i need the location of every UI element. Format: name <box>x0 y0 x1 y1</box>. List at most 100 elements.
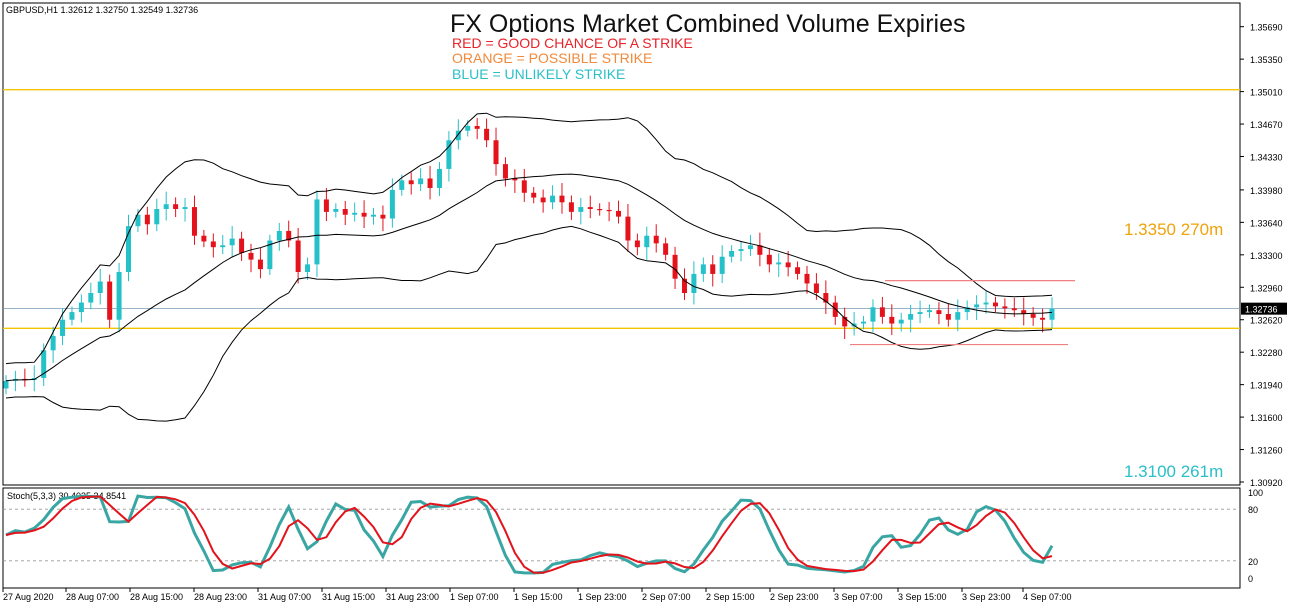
bull-candle <box>465 125 471 131</box>
bull-candle <box>776 262 782 265</box>
bull-candle <box>1049 308 1055 320</box>
bear-candle <box>681 278 687 293</box>
bear-candle <box>672 254 678 279</box>
bull-candle <box>719 256 725 274</box>
stoch-header: Stoch(5,3,3) 30.4035 34.8541 <box>7 491 126 501</box>
bollinger-upper-band <box>5 112 1053 365</box>
bull-candle <box>229 238 235 246</box>
bull-candle <box>747 245 753 250</box>
y-tick-label: 1.31260 <box>1250 446 1283 456</box>
bear-candle <box>408 180 414 185</box>
bull-candle <box>97 281 103 293</box>
bear-candle <box>257 259 263 270</box>
bull-candle <box>455 130 461 141</box>
bull-candle <box>917 312 923 314</box>
bull-candle <box>333 209 339 212</box>
y-tick-label: 1.35010 <box>1250 88 1283 98</box>
bull-candle <box>870 307 876 322</box>
bear-candle <box>484 128 490 141</box>
stoch-signal-line <box>5 495 1053 574</box>
current-price-box <box>1241 302 1287 315</box>
x-tick-label: 1 Sep 23:00 <box>578 592 627 602</box>
y-tick-label: 1.32280 <box>1250 348 1283 358</box>
bear-candle <box>992 302 998 307</box>
y-tick-label: 1.34670 <box>1250 120 1283 130</box>
bull-candle <box>389 189 395 219</box>
bear-candle <box>813 283 819 293</box>
annotation-orange: 1.3350 270m <box>1124 220 1223 239</box>
bear-candle <box>804 273 810 284</box>
y-tick-label: 1.33980 <box>1250 186 1283 196</box>
bear-candle <box>502 164 508 179</box>
current-price-label: 1.32736 <box>1245 305 1278 315</box>
annotation-blue: 1.3100 261m <box>1124 462 1223 481</box>
stoch-scale-label: 100 <box>1248 488 1263 498</box>
bear-candle <box>663 243 669 255</box>
bear-candle <box>823 293 829 303</box>
bear-candle <box>653 235 659 244</box>
bear-candle <box>540 197 546 203</box>
y-tick-label: 1.30920 <box>1250 478 1283 488</box>
bear-candle <box>616 210 622 217</box>
bear-candle <box>144 214 150 225</box>
bear-candle <box>361 212 367 217</box>
x-tick-label: 1 Sep 07:00 <box>450 592 499 602</box>
bear-candle <box>210 241 216 248</box>
stoch-scale-label: 80 <box>1248 505 1258 515</box>
bear-candle <box>107 281 113 320</box>
bear-candle <box>521 180 527 193</box>
y-tick-label: 1.33300 <box>1250 251 1283 261</box>
bear-candle <box>1011 308 1017 311</box>
bear-candle <box>191 207 197 236</box>
bull-candle <box>41 350 47 378</box>
legend-line-1: ORANGE = POSSIBLE STRIKE <box>452 50 652 66</box>
bear-candle <box>945 314 951 320</box>
bear-candle <box>474 125 480 129</box>
bull-candle <box>446 140 452 169</box>
bull-candle <box>50 335 56 351</box>
bull-candle <box>305 264 311 272</box>
x-tick-label: 31 Aug 23:00 <box>386 592 439 602</box>
x-tick-label: 31 Aug 07:00 <box>258 592 311 602</box>
bull-candle <box>550 195 556 203</box>
bear-candle <box>625 216 631 241</box>
bear-candle <box>559 195 565 203</box>
y-tick-label: 1.31600 <box>1250 413 1283 423</box>
candles <box>3 117 1055 395</box>
x-tick-label: 31 Aug 15:00 <box>322 592 375 602</box>
bull-candle <box>983 302 989 305</box>
bear-candle <box>832 302 838 317</box>
bear-candle <box>606 209 612 212</box>
bull-candle <box>418 178 424 185</box>
bear-candle <box>889 316 895 324</box>
bull-candle <box>898 319 904 324</box>
x-tick-label: 2 Sep 15:00 <box>706 592 755 602</box>
bull-candle <box>861 321 867 324</box>
bear-candle <box>531 192 537 198</box>
bull-candle <box>908 314 914 320</box>
bull-candle <box>644 235 650 248</box>
bull-candle <box>738 249 744 251</box>
bear-candle <box>201 235 207 242</box>
bear-candle <box>323 199 329 212</box>
x-tick-label: 3 Sep 15:00 <box>898 592 947 602</box>
y-tick-label: 1.32620 <box>1250 316 1283 326</box>
bear-candle <box>634 240 640 248</box>
bull-candle <box>371 214 377 217</box>
bear-candle <box>842 316 848 327</box>
bull-candle <box>126 226 132 272</box>
bear-candle <box>587 207 593 209</box>
y-tick-label: 1.34330 <box>1250 153 1283 163</box>
bear-candle <box>1021 310 1027 314</box>
bull-candle <box>314 199 320 265</box>
bull-candle <box>578 207 584 212</box>
stoch-scale-label: 0 <box>1248 574 1253 584</box>
bollinger-lower-band <box>5 225 1053 422</box>
bear-candle <box>766 254 772 265</box>
bear-candle <box>1030 314 1036 318</box>
bear-candle <box>248 252 254 260</box>
x-tick-label: 2 Sep 07:00 <box>642 592 691 602</box>
x-tick-label: 1 Sep 15:00 <box>514 592 563 602</box>
bear-candle <box>936 310 942 314</box>
